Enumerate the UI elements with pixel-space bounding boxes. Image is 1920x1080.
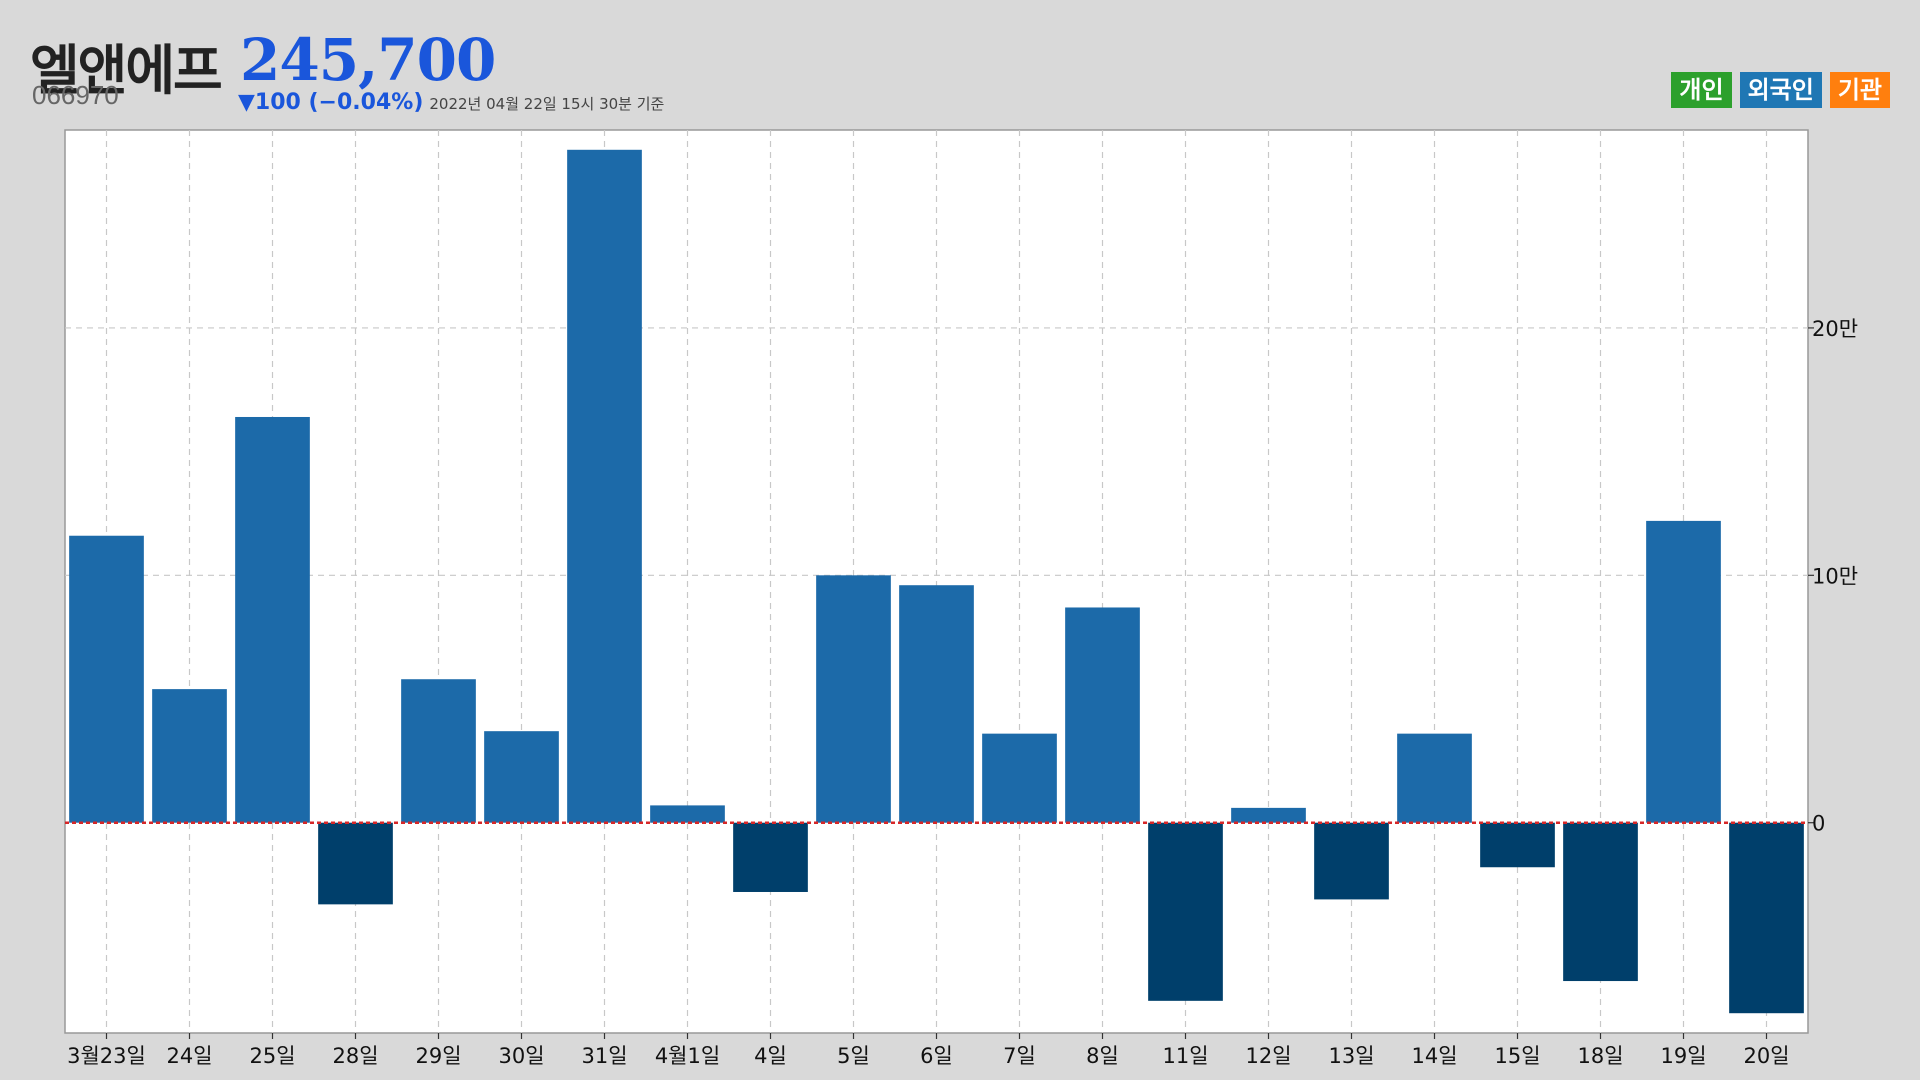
stock-code: 066970 [32, 80, 119, 110]
bar-9 [816, 575, 891, 823]
x-tick-label: 30일 [498, 1044, 544, 1068]
x-tick-label: 25일 [249, 1044, 295, 1068]
bar-18 [1563, 822, 1638, 982]
bar-3 [318, 822, 393, 905]
bar-1 [152, 689, 227, 823]
x-tick-label: 7일 [1003, 1044, 1036, 1068]
bar-12 [1065, 607, 1140, 823]
investor-legend: 개인 외국인 기관 [1671, 72, 1890, 108]
x-tick-label: 3월23일 [67, 1044, 146, 1068]
bar-15 [1314, 822, 1389, 900]
x-tick-label: 28일 [332, 1044, 378, 1068]
stock-header: 엘앤에프 066970 245,700 ▼100 (−0.04%) 2022년 … [30, 18, 1890, 128]
x-tick-label: 19일 [1660, 1044, 1706, 1068]
bar-8 [733, 822, 808, 892]
bar-14 [1231, 807, 1306, 823]
legend-foreign[interactable]: 외국인 [1739, 72, 1822, 108]
bar-10 [899, 585, 974, 823]
stock-price: 245,700 [240, 26, 496, 94]
x-tick-label: 11일 [1162, 1044, 1208, 1068]
x-tick-label: 24일 [166, 1044, 212, 1068]
x-tick-label: 18일 [1577, 1044, 1623, 1068]
x-tick-label: 20일 [1743, 1044, 1789, 1068]
x-tick-label: 29일 [415, 1044, 461, 1068]
stock-name: 엘앤에프 [30, 39, 223, 102]
x-tick-label: 13일 [1328, 1044, 1374, 1068]
legend-institution[interactable]: 기관 [1829, 72, 1890, 108]
x-tick-label: 15일 [1494, 1044, 1540, 1068]
y-tick-label: 10만 [1812, 564, 1858, 588]
x-tick-label: 4일 [754, 1044, 787, 1068]
bar-5 [484, 731, 559, 823]
x-tick-label: 12일 [1245, 1044, 1291, 1068]
bar-6 [567, 149, 642, 823]
legend-individual[interactable]: 개인 [1671, 72, 1732, 108]
bar-20 [1729, 822, 1804, 1014]
bar-0 [69, 535, 144, 823]
x-tick-label: 8일 [1086, 1044, 1119, 1068]
bar-7 [650, 805, 725, 823]
price-change: ▼100 (−0.04%) [238, 90, 424, 115]
x-tick-label: 4월1일 [655, 1044, 720, 1068]
bar-13 [1148, 822, 1223, 1001]
price-change-row: ▼100 (−0.04%) 2022년 04월 22일 15시 30분 기준 [238, 90, 664, 115]
bar-4 [401, 679, 476, 823]
bar-19 [1646, 520, 1721, 823]
bar-11 [982, 733, 1057, 823]
y-tick-label: 0 [1812, 812, 1825, 836]
x-tick-label: 14일 [1411, 1044, 1457, 1068]
x-tick-label: 31일 [581, 1044, 627, 1068]
bar-16 [1397, 733, 1472, 823]
x-tick-label: 6일 [920, 1044, 953, 1068]
y-tick-label: 20만 [1812, 317, 1858, 341]
bar-2 [235, 416, 310, 823]
timestamp: 2022년 04월 22일 15시 30분 기준 [429, 95, 665, 113]
bar-17 [1480, 822, 1555, 868]
x-tick-label: 5일 [837, 1044, 870, 1068]
